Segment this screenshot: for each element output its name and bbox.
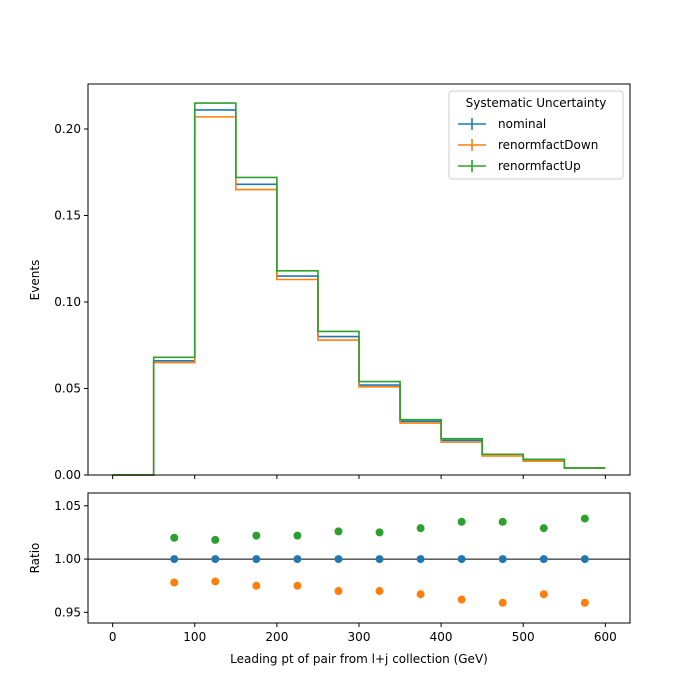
ratio-y-tick-label: 1.00 (54, 552, 81, 566)
ratio-point-nominal (375, 555, 384, 564)
ratio-point-renormfactUp (498, 517, 507, 526)
x-tick-label: 300 (348, 630, 371, 644)
ratio-point-renormfactUp (211, 535, 220, 544)
ratio-point-renormfactUp (539, 524, 548, 533)
histogram-y-tick-label: 0.00 (54, 468, 81, 482)
x-tick-label: 500 (512, 630, 535, 644)
legend-item-renormfactUp: renormfactUp (458, 159, 581, 173)
ratio-point-renormfactDown (539, 590, 548, 599)
ratio-point-renormfactUp (293, 531, 302, 540)
x-tick-label: 400 (430, 630, 453, 644)
histogram-y-tick-label: 0.15 (54, 208, 81, 222)
legend-label-renormfactDown: renormfactDown (498, 138, 598, 152)
ratio-point-renormfactDown (457, 595, 466, 604)
histogram-y-axis-label: Events (28, 260, 42, 301)
x-tick-label: 0 (109, 630, 117, 644)
histogram-line-renormfactUp (112, 102, 606, 476)
ratio-point-renormfactUp (170, 533, 179, 542)
ratio-point-nominal (416, 555, 425, 564)
legend-items: nominal renormfactDown renormfactUp (458, 117, 598, 173)
ratio-point-renormfactDown (211, 577, 220, 586)
ratio-point-nominal (457, 555, 466, 564)
ratio-point-nominal (580, 555, 589, 564)
ratio-y-ticks: 0.95 1.00 1.05 (54, 499, 88, 619)
x-tick-label: 600 (594, 630, 617, 644)
legend-item-nominal: nominal (458, 117, 546, 131)
ratio-point-renormfactDown (375, 587, 384, 596)
ratio-point-renormfactUp (334, 527, 343, 536)
histogram-panel: 0.00 0.05 0.10 0.15 0.20 Events Systematic U… (28, 83, 631, 482)
legend-title: Systematic Uncertainty (466, 96, 607, 110)
ratio-point-renormfactDown (580, 598, 589, 607)
ratio-point-renormfactUp (416, 524, 425, 533)
ratio-series-group (88, 514, 630, 607)
histogram-y-tick-label: 0.20 (54, 122, 81, 136)
ratio-point-nominal (170, 555, 179, 564)
ratio-point-renormfactDown (170, 578, 179, 587)
ratio-point-renormfactDown (416, 590, 425, 599)
legend-item-renormfactDown: renormfactDown (458, 138, 598, 152)
ratio-point-renormfactDown (498, 598, 507, 607)
ratio-point-renormfactDown (334, 587, 343, 596)
ratio-point-renormfactUp (375, 528, 384, 537)
ratio-y-axis-label: Ratio (28, 543, 42, 574)
x-tick-label: 100 (183, 630, 206, 644)
ratio-x-ticks: 0 100 200 300 400 500 600 (109, 623, 617, 644)
ratio-y-tick-label: 0.95 (54, 605, 81, 619)
ratio-point-renormfactDown (252, 581, 261, 590)
x-tick-label: 200 (265, 630, 288, 644)
legend-label-renormfactUp: renormfactUp (498, 159, 581, 173)
histogram-y-tick-label: 0.05 (54, 381, 81, 395)
ratio-y-tick-label: 1.05 (54, 499, 81, 513)
ratio-point-renormfactUp (580, 514, 589, 523)
ratio-panel: 0.95 1.00 1.05 0 100 200 300 400 500 600 Ratio L… (28, 492, 631, 666)
histogram-x-ticks (112, 475, 606, 479)
ratio-point-nominal (293, 555, 302, 564)
x-axis-label: Leading pt of pair from l+j collection (… (230, 652, 488, 666)
legend-label-nominal: nominal (498, 117, 546, 131)
ratio-point-nominal (498, 555, 507, 564)
legend: Systematic Uncertainty nominal renormfact… (448, 90, 624, 180)
legend-box (448, 90, 624, 180)
histogram-y-tick-label: 0.10 (54, 295, 81, 309)
ratio-point-nominal (539, 555, 548, 564)
ratio-point-renormfactUp (252, 531, 261, 540)
ratio-point-nominal (252, 555, 261, 564)
ratio-point-nominal (334, 555, 343, 564)
histogram-y-ticks: 0.00 0.05 0.10 0.15 0.20 (54, 122, 88, 482)
ratio-point-nominal (211, 555, 220, 564)
ratio-point-renormfactDown (293, 581, 302, 590)
histogram-series-group (112, 102, 606, 476)
ratio-point-renormfactUp (457, 517, 466, 526)
